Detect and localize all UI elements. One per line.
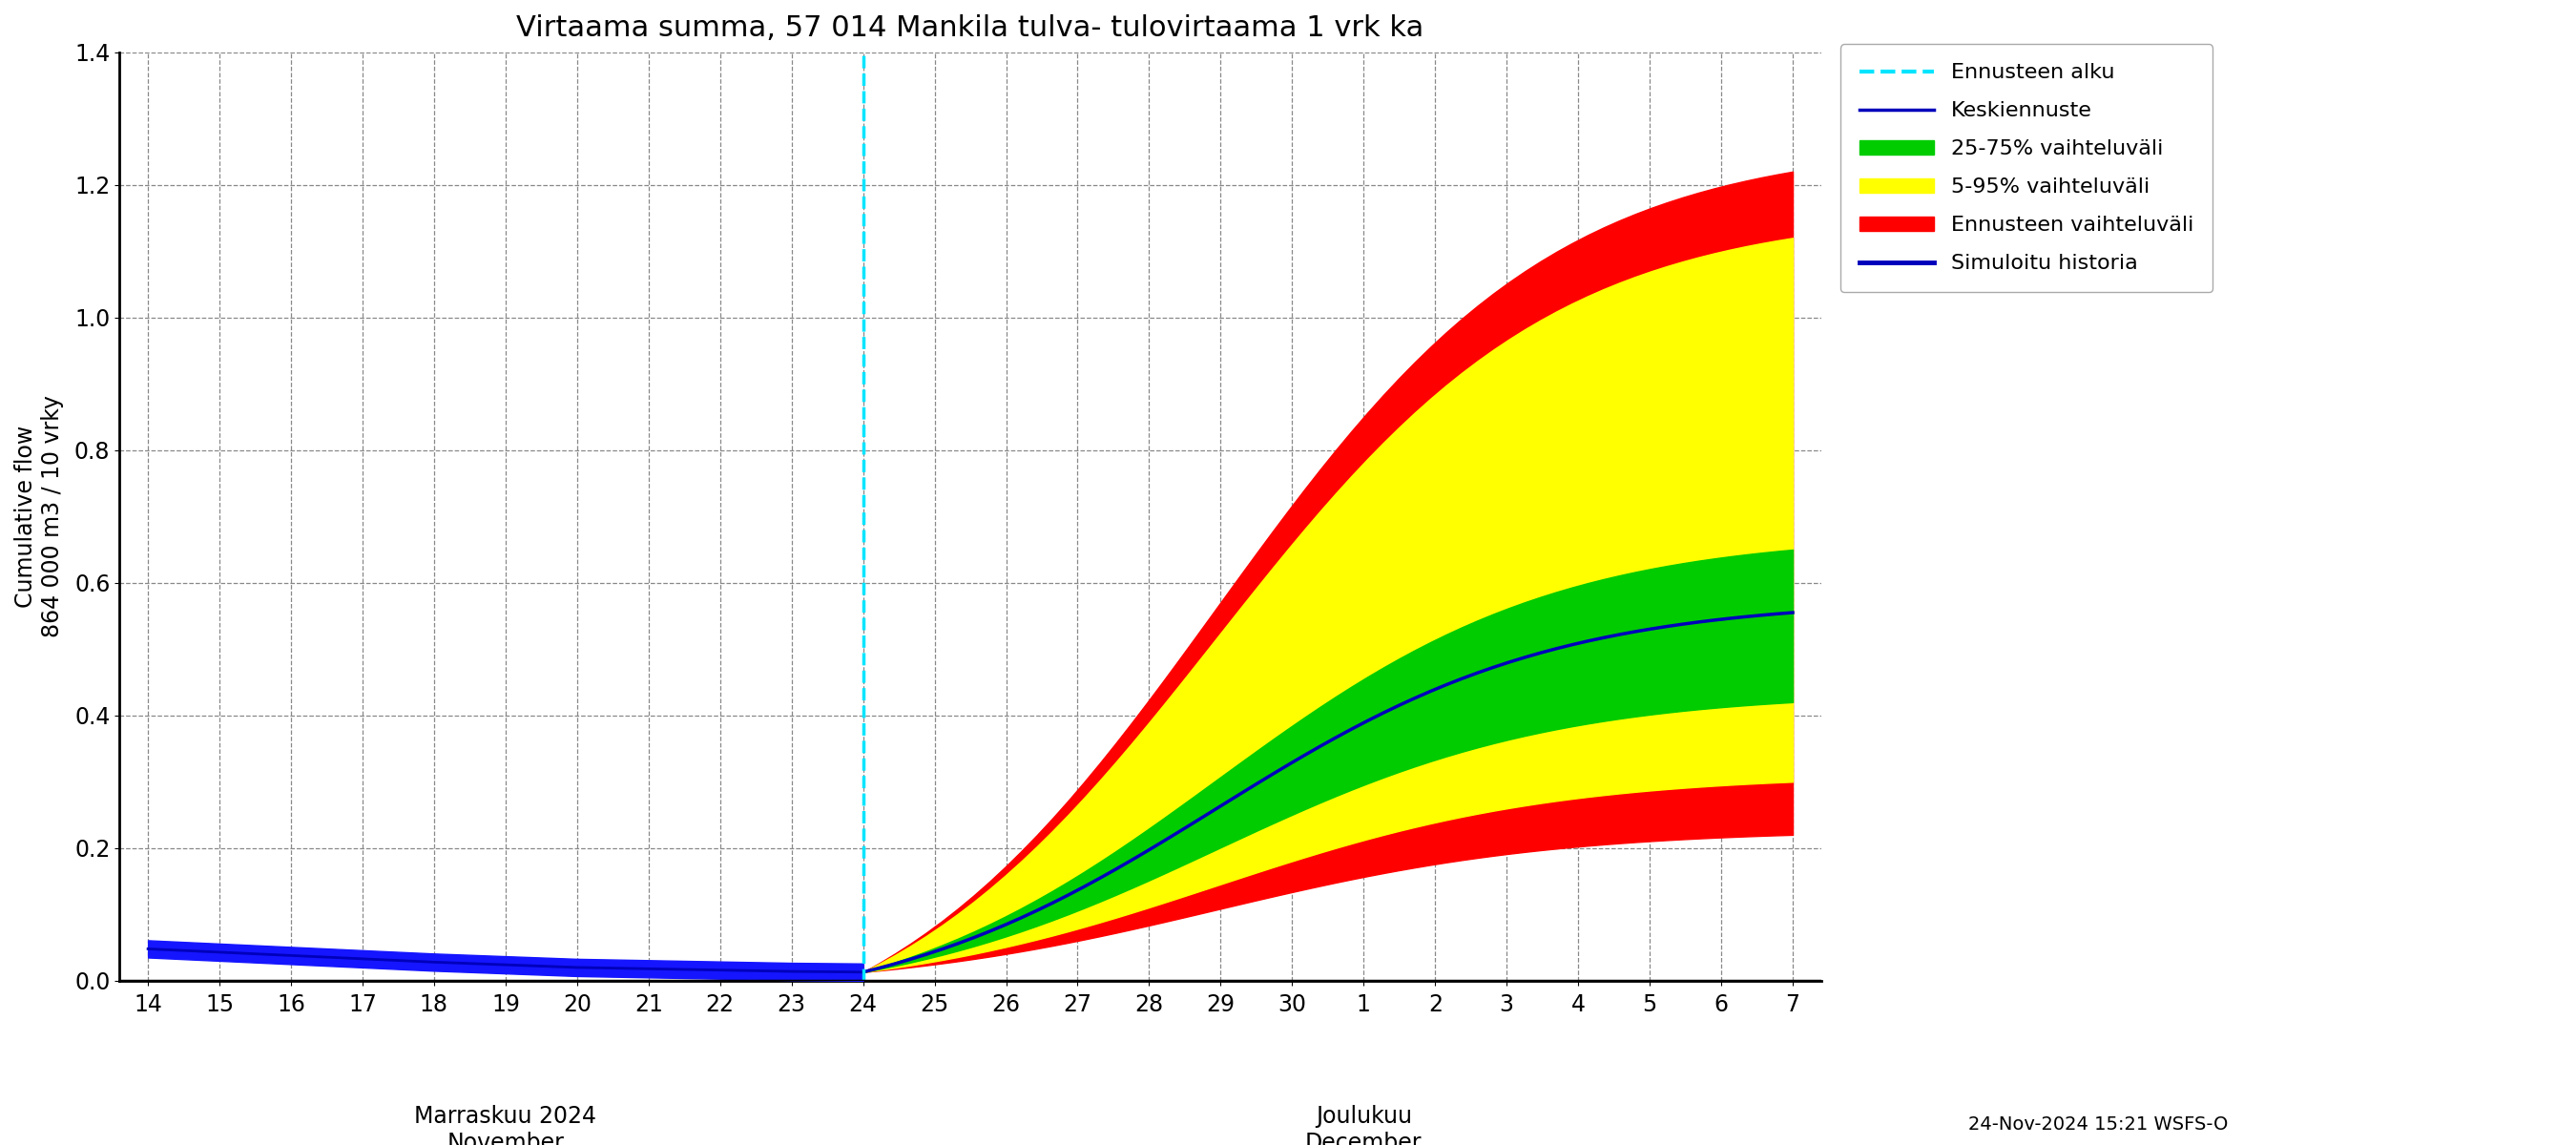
Text: Joulukuu
December: Joulukuu December	[1306, 1105, 1422, 1145]
Text: Marraskuu 2024
November: Marraskuu 2024 November	[415, 1105, 598, 1145]
Title: Virtaama summa, 57 014 Mankila tulva- tulovirtaama 1 vrk ka: Virtaama summa, 57 014 Mankila tulva- tu…	[518, 14, 1425, 42]
Y-axis label: Cumulative flow
864 000 m3 / 10 vrky: Cumulative flow 864 000 m3 / 10 vrky	[15, 395, 64, 638]
Text: 24-Nov-2024 15:21 WSFS-O: 24-Nov-2024 15:21 WSFS-O	[1968, 1115, 2228, 1134]
Legend: Ennusteen alku, Keskiennuste, 25-75% vaihteluväli, 5-95% vaihteluväli, Ennusteen: Ennusteen alku, Keskiennuste, 25-75% vai…	[1839, 45, 2213, 292]
